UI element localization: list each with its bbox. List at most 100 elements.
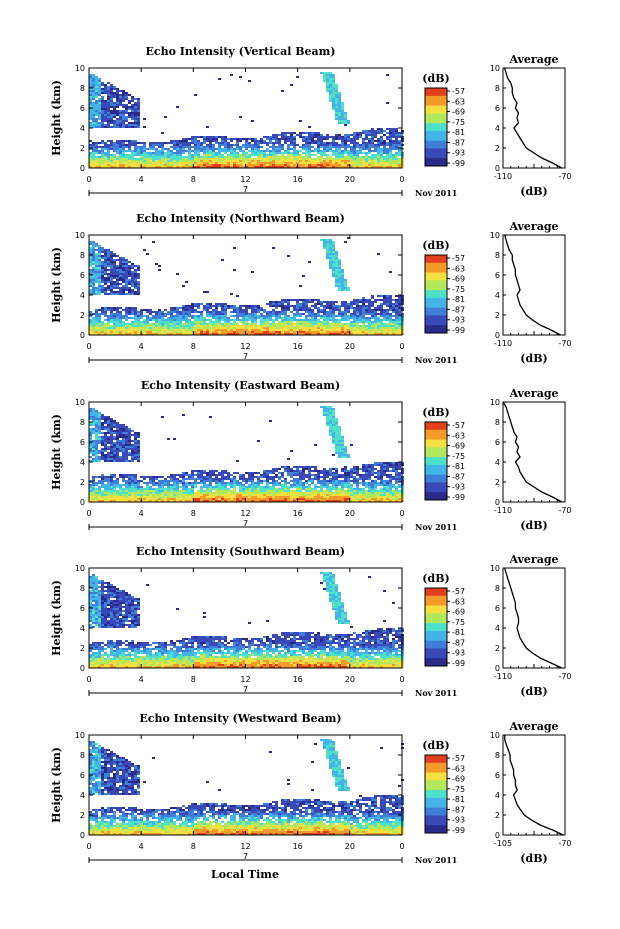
y-tick-label: 2 bbox=[80, 478, 85, 487]
colorbar-tick-label: -63 bbox=[452, 764, 465, 773]
y-tick-label: 0 bbox=[80, 164, 85, 173]
x-tick-label: 0 bbox=[399, 509, 404, 518]
day-marker: 7 bbox=[243, 852, 248, 861]
panel-2: Echo Intensity (Eastward Beam) Height (km… bbox=[50, 379, 572, 532]
x-tick-label: 0 bbox=[86, 675, 91, 684]
avg-y-tick-label: 6 bbox=[495, 438, 500, 447]
x-tick-label: 12 bbox=[240, 342, 250, 351]
colorbar-tick-label: -75 bbox=[452, 285, 465, 294]
avg-x-tick-label: -70 bbox=[558, 172, 571, 181]
avg-x-tick-label: -110 bbox=[494, 339, 512, 348]
colorbar-tick-label: -81 bbox=[452, 295, 465, 304]
colorbar-units: (dB) bbox=[422, 72, 449, 85]
avg-y-tick-label: 10 bbox=[490, 564, 500, 573]
y-axis-label: Height (km) bbox=[50, 414, 63, 490]
avg-y-tick-label: 2 bbox=[495, 811, 500, 820]
avg-frame bbox=[502, 734, 566, 836]
colorbar-tick-label: -87 bbox=[452, 638, 465, 647]
x-tick-label: 8 bbox=[191, 509, 196, 518]
colorbar-tick-label: -75 bbox=[452, 452, 465, 461]
y-tick-label: 0 bbox=[80, 331, 85, 340]
date-label: Nov 2011 bbox=[415, 188, 457, 198]
avg-profile-line bbox=[502, 401, 563, 503]
avg-frame bbox=[502, 234, 566, 336]
y-tick-label: 6 bbox=[80, 771, 85, 780]
x-tick-label: 0 bbox=[86, 342, 91, 351]
heatmap-cells bbox=[89, 237, 404, 335]
colorbar-tick-label: -57 bbox=[452, 87, 465, 96]
x-tick-label: 0 bbox=[399, 342, 404, 351]
avg-y-tick-label: 0 bbox=[495, 498, 500, 507]
colorbar-tick-label: -81 bbox=[452, 462, 465, 471]
colorbar bbox=[424, 87, 448, 167]
avg-frame bbox=[502, 567, 566, 669]
x-tick-label: 20 bbox=[345, 842, 355, 851]
colorbar-tick-label: -93 bbox=[452, 316, 465, 325]
panel-3: Echo Intensity (Southward Beam) Height (k… bbox=[50, 545, 572, 698]
avg-y-tick-label: 6 bbox=[495, 604, 500, 613]
avg-title: Average bbox=[508, 387, 558, 400]
date-label: Nov 2011 bbox=[415, 688, 457, 698]
x-tick-label: 16 bbox=[293, 175, 303, 184]
colorbar-tick-label: -63 bbox=[452, 97, 465, 106]
avg-y-tick-label: 2 bbox=[495, 144, 500, 153]
colorbar bbox=[424, 754, 448, 834]
avg-x-tick-label: -105 bbox=[494, 839, 512, 848]
heatmap-cells bbox=[89, 739, 404, 835]
y-tick-label: 2 bbox=[80, 644, 85, 653]
y-tick-label: 8 bbox=[80, 251, 85, 260]
colorbar-tick-label: -63 bbox=[452, 597, 465, 606]
avg-x-tick-label: -70 bbox=[558, 339, 571, 348]
x-tick-label: 20 bbox=[345, 509, 355, 518]
avg-y-tick-label: 6 bbox=[495, 771, 500, 780]
colorbar-units: (dB) bbox=[422, 406, 449, 419]
avg-x-tick-label: -70 bbox=[558, 672, 571, 681]
colorbar-tick-label: -99 bbox=[452, 659, 465, 668]
y-tick-label: 8 bbox=[80, 751, 85, 760]
colorbar-tick-label: -87 bbox=[452, 305, 465, 314]
avg-y-tick-label: 2 bbox=[495, 478, 500, 487]
colorbar-tick-label: -99 bbox=[452, 826, 465, 835]
avg-title: Average bbox=[508, 553, 558, 566]
avg-profile-line bbox=[503, 67, 563, 169]
heatmap-cells bbox=[89, 72, 404, 168]
x-tick-label: 4 bbox=[139, 509, 144, 518]
y-tick-label: 10 bbox=[75, 231, 85, 240]
colorbar-tick-label: -69 bbox=[452, 275, 465, 284]
day-marker: 7 bbox=[243, 685, 248, 694]
x-tick-label: 20 bbox=[345, 175, 355, 184]
colorbar-tick-label: -69 bbox=[452, 442, 465, 451]
x-tick-label: 16 bbox=[293, 509, 303, 518]
avg-x-label: (dB) bbox=[520, 185, 547, 198]
colorbar-tick-label: -57 bbox=[452, 587, 465, 596]
avg-y-tick-label: 8 bbox=[495, 751, 500, 760]
avg-title: Average bbox=[508, 53, 558, 66]
avg-x-tick-label: -70 bbox=[558, 839, 571, 848]
x-tick-label: 0 bbox=[399, 675, 404, 684]
x-tick-label: 8 bbox=[191, 175, 196, 184]
y-axis-label: Height (km) bbox=[50, 247, 63, 323]
panel-title: Echo Intensity (Eastward Beam) bbox=[141, 379, 340, 392]
colorbar-tick-label: -87 bbox=[452, 472, 465, 481]
avg-y-tick-label: 4 bbox=[495, 124, 500, 133]
x-tick-label: 0 bbox=[86, 842, 91, 851]
x-tick-label: 12 bbox=[240, 675, 250, 684]
colorbar-tick-label: -63 bbox=[452, 431, 465, 440]
avg-x-tick-label: -110 bbox=[494, 506, 512, 515]
colorbar bbox=[424, 587, 448, 667]
heatmap-cells bbox=[89, 406, 404, 502]
y-tick-label: 0 bbox=[80, 664, 85, 673]
colorbar bbox=[424, 254, 448, 334]
avg-y-tick-label: 2 bbox=[495, 311, 500, 320]
x-tick-label: 4 bbox=[139, 342, 144, 351]
colorbar-tick-label: -69 bbox=[452, 608, 465, 617]
colorbar-units: (dB) bbox=[422, 572, 449, 585]
x-tick-label: 0 bbox=[86, 175, 91, 184]
avg-y-tick-label: 10 bbox=[490, 398, 500, 407]
avg-y-tick-label: 0 bbox=[495, 831, 500, 840]
avg-y-tick-label: 10 bbox=[490, 231, 500, 240]
y-tick-label: 8 bbox=[80, 418, 85, 427]
y-axis-label: Height (km) bbox=[50, 747, 63, 823]
colorbar-tick-label: -81 bbox=[452, 128, 465, 137]
